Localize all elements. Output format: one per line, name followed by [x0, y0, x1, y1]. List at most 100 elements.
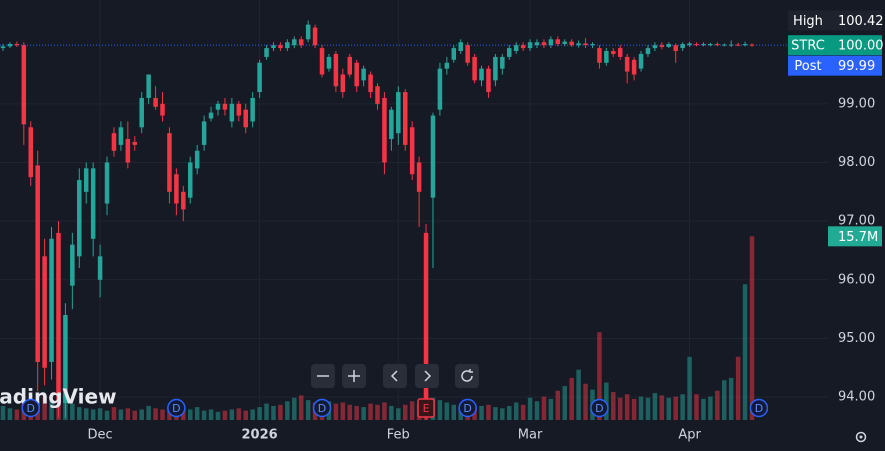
volume-bar	[611, 391, 616, 420]
volume-bar	[513, 402, 519, 420]
candle-body	[444, 62, 450, 69]
time-axis	[0, 420, 885, 451]
scroll-left-button[interactable]	[383, 364, 407, 388]
scroll-right-button[interactable]	[415, 364, 439, 388]
volume-bar	[645, 397, 651, 420]
volume-bar	[527, 397, 533, 420]
candle-body	[458, 42, 463, 52]
event-label: D	[26, 402, 34, 415]
volume-bar	[194, 407, 200, 420]
candle-body	[694, 43, 699, 46]
candle-body	[326, 56, 332, 69]
volume-bar	[409, 401, 415, 420]
event-label: D	[318, 402, 326, 415]
volume-bar	[534, 401, 540, 420]
y-tick-label: 96.00	[838, 272, 875, 287]
candle-body	[513, 45, 519, 52]
candle-body	[153, 97, 158, 107]
candle-body	[430, 115, 436, 198]
event-label: E	[423, 402, 430, 415]
candle-body	[534, 42, 540, 46]
gear-icon	[855, 431, 867, 443]
scroll-right-icon	[424, 370, 432, 382]
candle-body	[659, 45, 665, 47]
volume-bar	[569, 377, 574, 420]
volume-bar	[292, 397, 297, 420]
candle-body	[472, 56, 477, 81]
candle-body	[7, 43, 13, 47]
candle-body	[201, 121, 207, 145]
volume-bar	[715, 390, 720, 420]
candle-body	[160, 103, 165, 116]
volume-bar	[361, 407, 366, 420]
volume-bar	[722, 380, 727, 420]
settings-button[interactable]	[855, 431, 867, 443]
candle-body	[35, 165, 40, 362]
y-tick-label: 95.00	[838, 331, 875, 346]
event-marker: D	[312, 398, 332, 418]
candle-body	[174, 174, 179, 204]
candle-body	[527, 42, 533, 49]
candle-body	[389, 109, 394, 140]
volume-bar	[638, 396, 644, 420]
volume-bar	[42, 396, 47, 420]
candle-body	[645, 48, 651, 54]
volume-bar	[597, 332, 602, 420]
reset-button[interactable]	[455, 364, 479, 388]
candle-body	[590, 43, 595, 46]
candle-body	[28, 127, 33, 178]
volume-bar	[402, 404, 408, 420]
candle-body	[347, 56, 353, 75]
volume-bar	[104, 410, 110, 420]
volume-bar	[160, 409, 165, 420]
candle-body	[264, 48, 269, 57]
volume-bar	[486, 404, 491, 420]
candle-body	[493, 56, 498, 81]
candle-body	[285, 42, 290, 49]
volume-bar	[201, 410, 207, 420]
volume-bar	[90, 409, 96, 420]
candle-body	[500, 56, 505, 69]
candle-body	[416, 162, 422, 192]
candle-body	[63, 315, 68, 403]
volume-bar	[187, 409, 193, 420]
volume-bar	[97, 408, 103, 420]
volume-bar	[222, 410, 228, 420]
volume-bar	[444, 402, 450, 420]
candle-body	[451, 48, 457, 60]
volume-bar	[49, 400, 54, 420]
volume-bar	[617, 397, 623, 420]
candle-body	[382, 97, 387, 163]
candle-body	[638, 53, 644, 69]
event-badge	[417, 398, 435, 418]
volume-bar	[298, 395, 304, 420]
price-label: Post 99.99	[788, 55, 882, 76]
candle-body	[215, 103, 221, 110]
candle-body	[111, 133, 117, 151]
candle-body	[70, 244, 75, 286]
price-label-name: High	[793, 14, 823, 29]
volume-bar	[70, 403, 75, 420]
volume-bar	[548, 398, 554, 420]
volume-bar	[728, 377, 734, 420]
candle-body	[735, 44, 741, 46]
y-tick-label: 99.00	[838, 96, 875, 111]
candle-body	[14, 43, 20, 46]
scroll-left-icon	[390, 370, 398, 382]
price-label-name-box	[788, 10, 828, 31]
candle-body	[77, 180, 82, 257]
event-label: D	[172, 402, 180, 415]
volume-bar	[146, 405, 151, 420]
volume-bar	[250, 409, 255, 420]
volume-bar	[576, 369, 581, 420]
volume-bar	[139, 409, 144, 420]
candle-body	[437, 68, 443, 110]
price-label-value-box	[828, 10, 882, 31]
volume-bar	[305, 400, 311, 420]
candle-body	[541, 42, 547, 46]
y-tick-label: 98.00	[838, 155, 875, 170]
candle-body	[118, 127, 124, 145]
candle-body	[97, 256, 103, 280]
volume-bar	[555, 390, 561, 420]
